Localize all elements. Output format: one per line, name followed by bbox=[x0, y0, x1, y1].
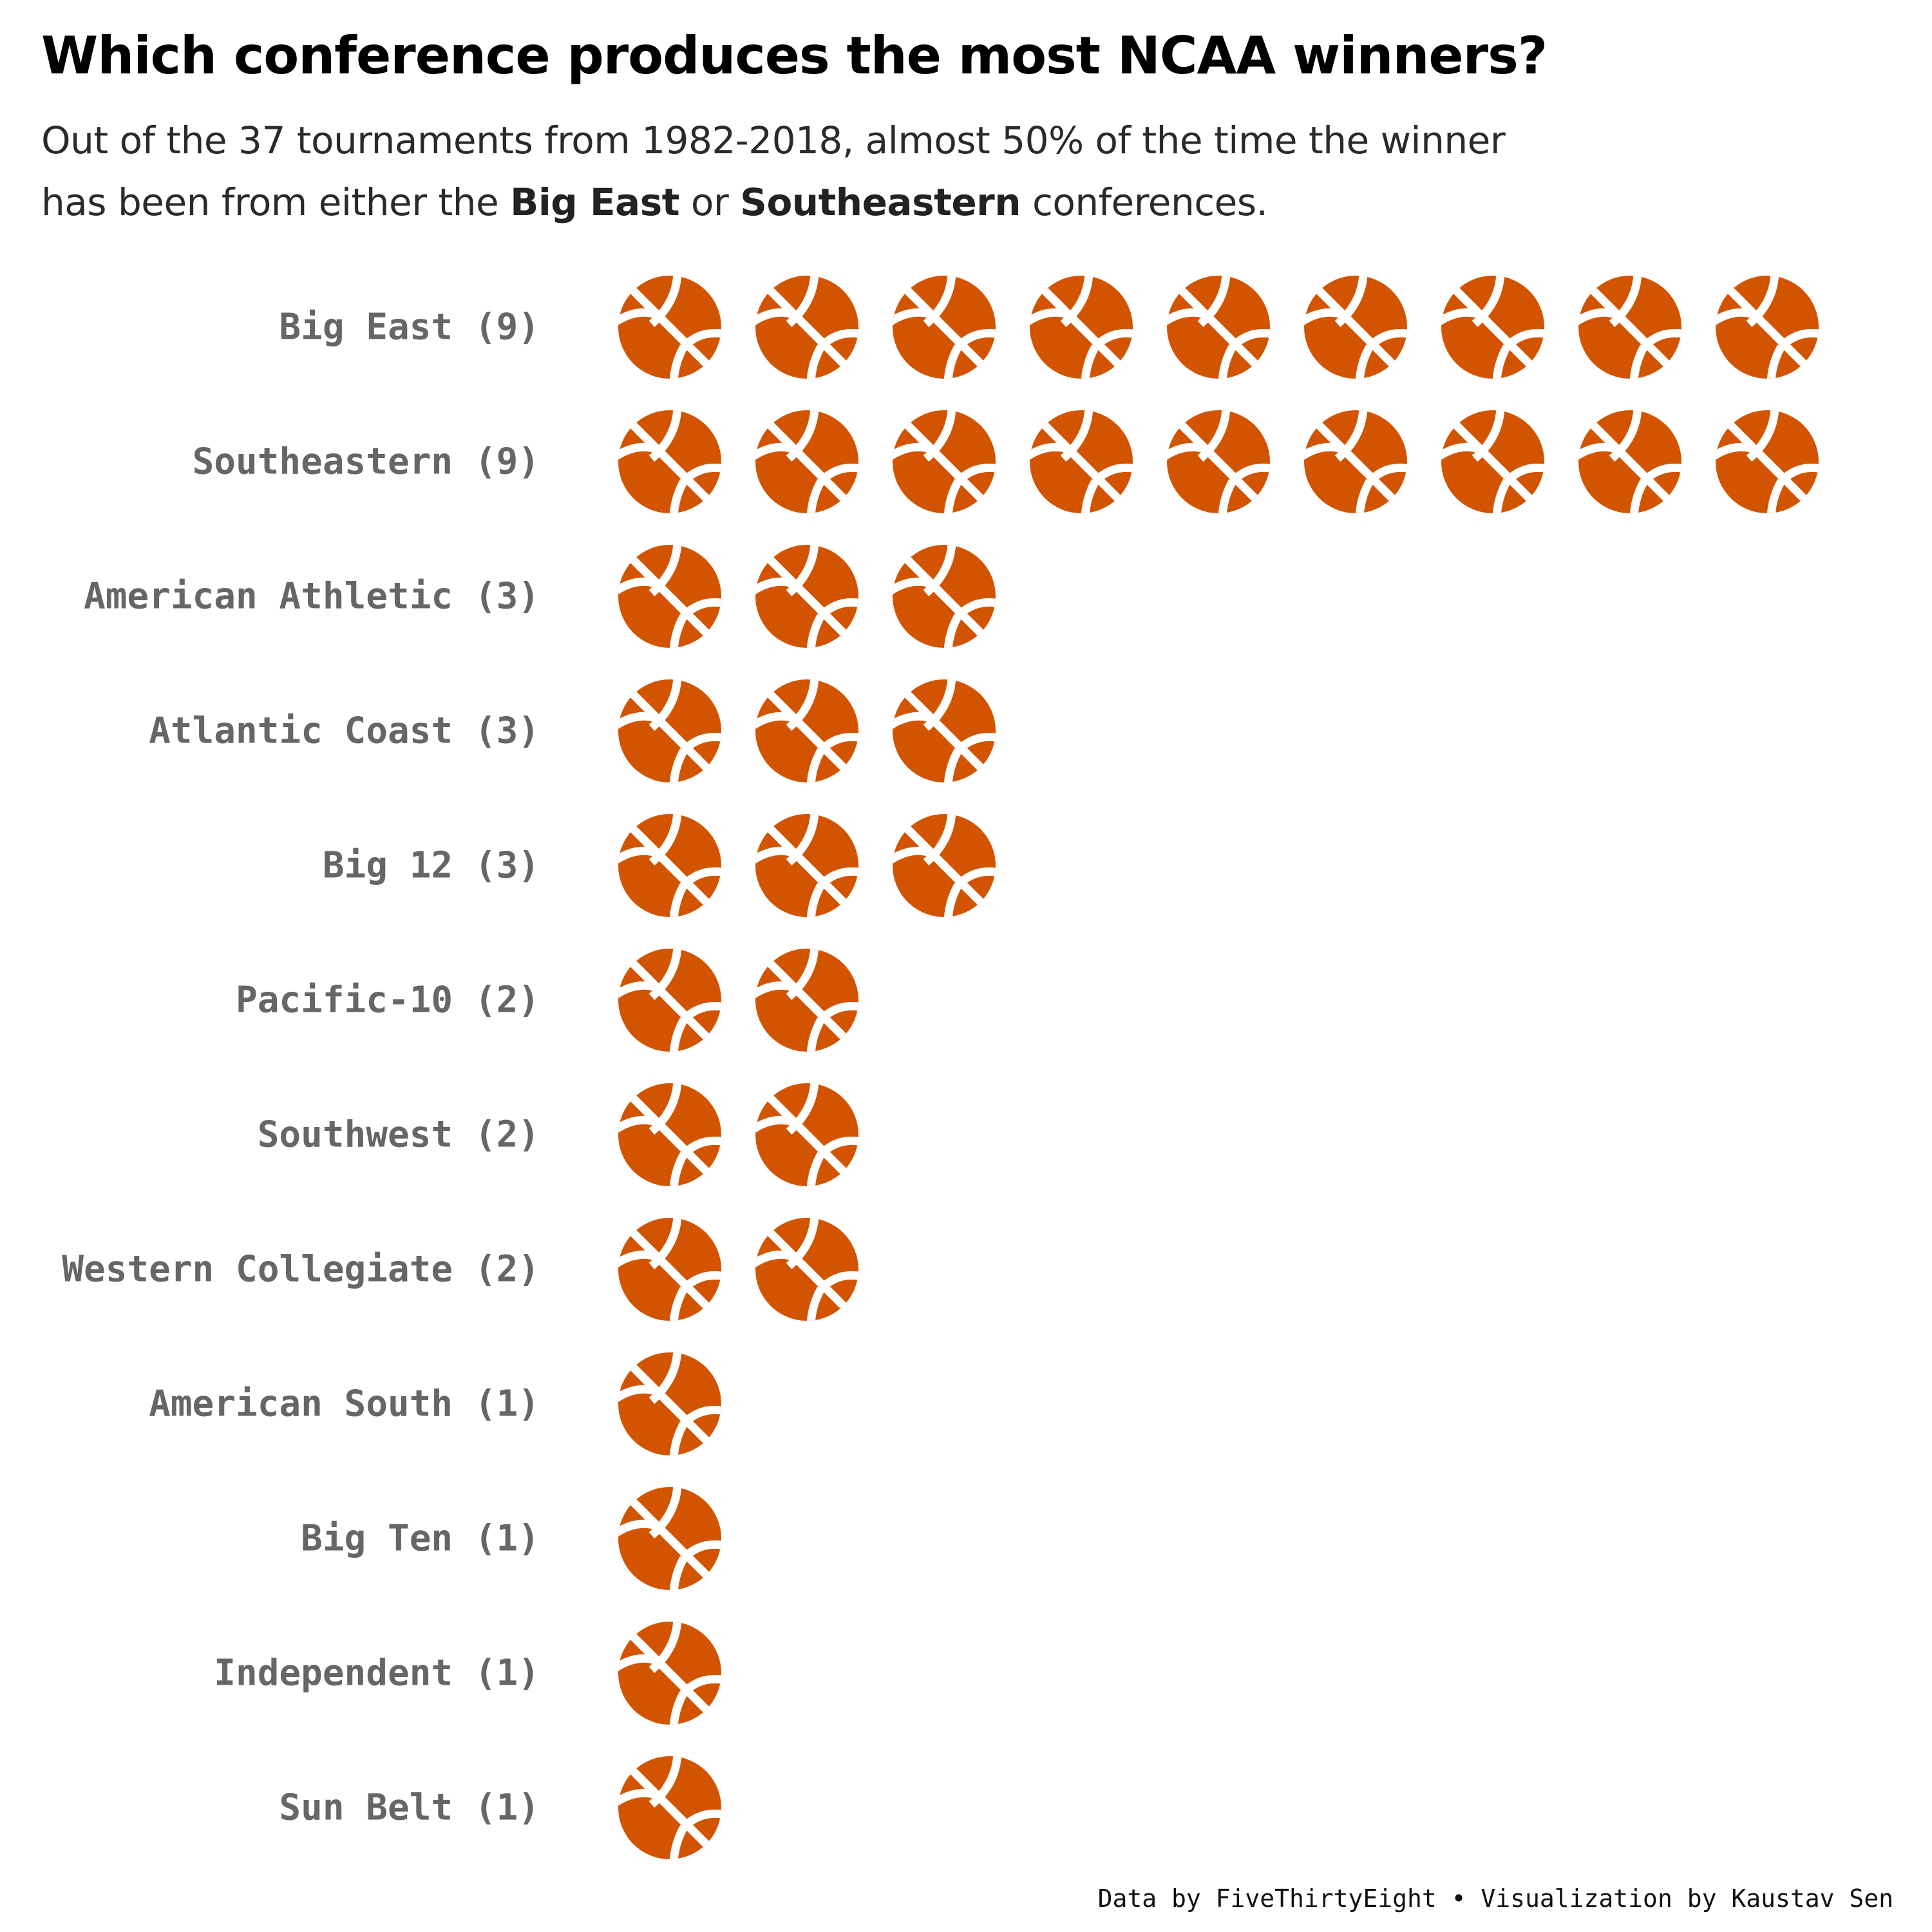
subtitle-line1: Out of the 37 tournaments from 1982-2018… bbox=[41, 118, 1506, 162]
chart-row: American South (1) bbox=[149, 1347, 728, 1465]
basketball-icon bbox=[612, 809, 728, 927]
tick-label: Southwest (2) bbox=[258, 1114, 540, 1156]
chart-row: Atlantic Coast (3) bbox=[149, 674, 1002, 792]
subtitle-connector: or bbox=[679, 180, 741, 224]
basketball-icon bbox=[612, 405, 728, 523]
chart-row: Southwest (2) bbox=[258, 1078, 865, 1196]
basketball-icon bbox=[886, 540, 1002, 658]
basketball-icon bbox=[749, 1078, 865, 1196]
basketball-icon bbox=[612, 1751, 728, 1869]
subtitle-highlight-southeastern: Southeastern bbox=[740, 180, 1021, 224]
tick-label: Sun Belt (1) bbox=[279, 1787, 540, 1829]
basketball-icon bbox=[1709, 405, 1825, 523]
basketball-icon bbox=[1298, 270, 1414, 388]
chart-title: Which conference produces the most NCAA … bbox=[41, 26, 1548, 86]
chart-row: Southeastern (9) bbox=[193, 405, 1825, 523]
basketball-icon bbox=[1298, 405, 1414, 523]
chart-row: Sun Belt (1) bbox=[279, 1751, 728, 1869]
tick-label: Southeastern (9) bbox=[193, 441, 540, 483]
basketball-icon bbox=[612, 540, 728, 658]
basketball-icon bbox=[612, 943, 728, 1061]
chart-row: Big Ten (1) bbox=[301, 1482, 728, 1600]
basketball-icon bbox=[749, 943, 865, 1061]
basketball-icon bbox=[612, 1482, 728, 1600]
basketball-icon bbox=[612, 1616, 728, 1734]
basketball-icon bbox=[1435, 270, 1551, 388]
subtitle-highlight-big-east: Big East bbox=[510, 180, 679, 224]
basketball-icon bbox=[749, 674, 865, 792]
tick-label: American South (1) bbox=[149, 1383, 540, 1425]
chart-row: Big 12 (3) bbox=[323, 809, 1002, 927]
tick-label: Independent (1) bbox=[214, 1653, 540, 1694]
tick-label: Atlantic Coast (3) bbox=[149, 710, 540, 752]
basketball-icon bbox=[1709, 270, 1825, 388]
chart-row: Independent (1) bbox=[214, 1616, 728, 1734]
tick-label: Big Ten (1) bbox=[301, 1518, 540, 1560]
chart-caption: Data by FiveThirtyEight • Visualization … bbox=[1097, 1884, 1893, 1913]
chart-row: Pacific-10 (2) bbox=[236, 943, 865, 1061]
subtitle-line2-suffix: conferences. bbox=[1021, 180, 1268, 224]
tick-label: American Athletic (3) bbox=[84, 576, 540, 618]
basketball-icon bbox=[886, 270, 1002, 388]
basketball-icon bbox=[886, 405, 1002, 523]
basketball-icon bbox=[1160, 405, 1276, 523]
basketball-icon bbox=[749, 270, 865, 388]
subtitle-line2-prefix: has been from either the bbox=[41, 180, 511, 224]
tick-label: Big East (9) bbox=[279, 307, 540, 348]
chart-rows: Big East (9) Southeastern (9) American Ath… bbox=[62, 270, 1825, 1869]
basketball-icon bbox=[1435, 405, 1551, 523]
basketball-icon bbox=[886, 674, 1002, 792]
basketball-icon bbox=[749, 809, 865, 927]
tick-label: Western Collegiate (2) bbox=[62, 1249, 540, 1291]
chart-row: American Athletic (3) bbox=[84, 540, 1002, 658]
chart-row: Big East (9) bbox=[279, 270, 1825, 388]
basketball-icon bbox=[749, 540, 865, 658]
basketball-icon bbox=[1160, 270, 1276, 388]
basketball-icon bbox=[612, 270, 728, 388]
basketball-icon bbox=[749, 405, 865, 523]
basketball-icon bbox=[1572, 405, 1688, 523]
basketball-icon bbox=[1023, 270, 1139, 388]
basketball-icon bbox=[886, 809, 1002, 927]
chart-row: Western Collegiate (2) bbox=[62, 1213, 865, 1331]
tick-label: Pacific-10 (2) bbox=[236, 980, 540, 1021]
basketball-icon bbox=[612, 1078, 728, 1196]
chart-subtitle: Out of the 37 tournaments from 1982-2018… bbox=[41, 109, 1506, 233]
basketball-icon bbox=[612, 1213, 728, 1331]
basketball-icon bbox=[749, 1213, 865, 1331]
basketball-icon bbox=[1023, 405, 1139, 523]
tick-label: Big 12 (3) bbox=[323, 845, 540, 887]
basketball-icon bbox=[1572, 270, 1688, 388]
basketball-icon bbox=[612, 674, 728, 792]
basketball-icon bbox=[612, 1347, 728, 1465]
